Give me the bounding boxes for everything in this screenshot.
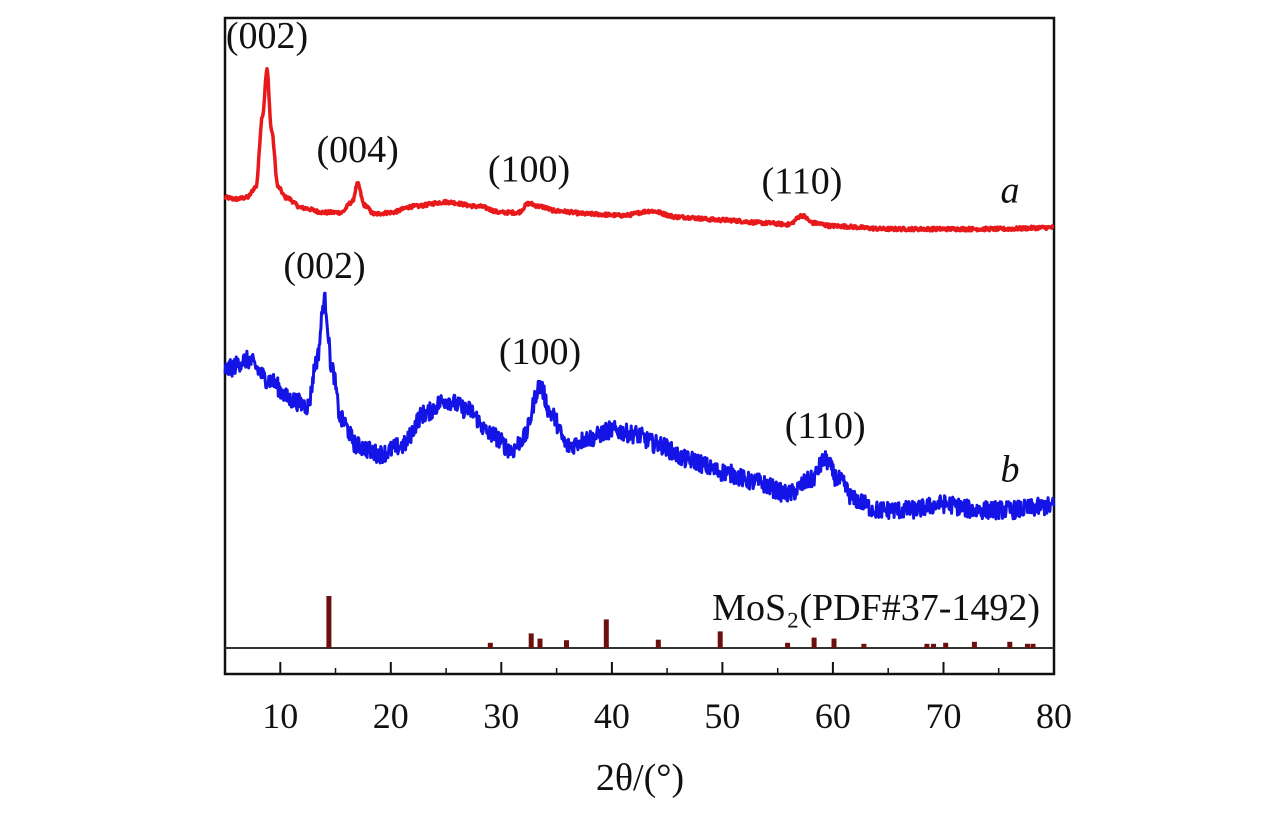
peak-label-a-2: (100): [488, 149, 570, 191]
reference-line-18: [1030, 643, 1036, 648]
series-line-b: [223, 291, 1056, 521]
reference-line-4: [564, 640, 569, 648]
series-label-a: a: [1001, 170, 1020, 212]
peak-label-a-3: (110): [762, 161, 843, 203]
x-tick-label-60: 60: [815, 696, 851, 736]
peak-label-b-1: (100): [499, 331, 581, 373]
peak-label-b-2: (110): [785, 405, 866, 447]
x-axis-title: 2θ/(°): [596, 757, 684, 799]
x-axis: 10 20 30 40 50 60 70 80: [262, 662, 1072, 736]
reference-line-17: [1025, 643, 1030, 648]
reference-line-8: [785, 642, 791, 648]
x-tick-label-80: 80: [1036, 696, 1072, 736]
peak-label-a-1: (004): [316, 129, 398, 171]
reference-line-12: [924, 643, 930, 648]
reference-line-15: [971, 641, 977, 648]
reference-line-16: [1007, 641, 1013, 648]
reference-line-13: [931, 643, 936, 648]
peak-label-b-0: (002): [283, 245, 365, 287]
reference-pattern: MoS₂(PDF#37-1492): [225, 587, 1054, 649]
reference-line-6: [655, 639, 661, 648]
reference-line-7: [717, 631, 723, 648]
x-tick-label-20: 20: [373, 696, 409, 736]
series-line-a: [223, 67, 1056, 233]
reference-line-5: [603, 619, 609, 648]
series-label-b: b: [1001, 449, 1020, 491]
reference-label: MoS₂(PDF#37-1492): [712, 587, 1040, 629]
reference-line-10: [831, 638, 837, 648]
x-tick-label-30: 30: [483, 696, 519, 736]
plot-frame: [223, 16, 1056, 676]
x-tick-label-10: 10: [262, 696, 298, 736]
reference-line-2: [528, 633, 534, 648]
reference-line-9: [811, 637, 817, 648]
reference-line-14: [943, 642, 949, 648]
reference-line-11: [861, 643, 867, 648]
reference-line-0: [326, 596, 332, 648]
reference-line-3: [537, 638, 543, 648]
peak-label-a-0: (002): [226, 15, 308, 57]
x-tick-label-50: 50: [704, 696, 740, 736]
reference-line-1: [487, 642, 493, 648]
x-tick-label-70: 70: [926, 696, 962, 736]
series-layer: a (002) (004) (100) (110) b (002) (100) (110): [223, 15, 1056, 521]
x-tick-label-40: 40: [594, 696, 630, 736]
